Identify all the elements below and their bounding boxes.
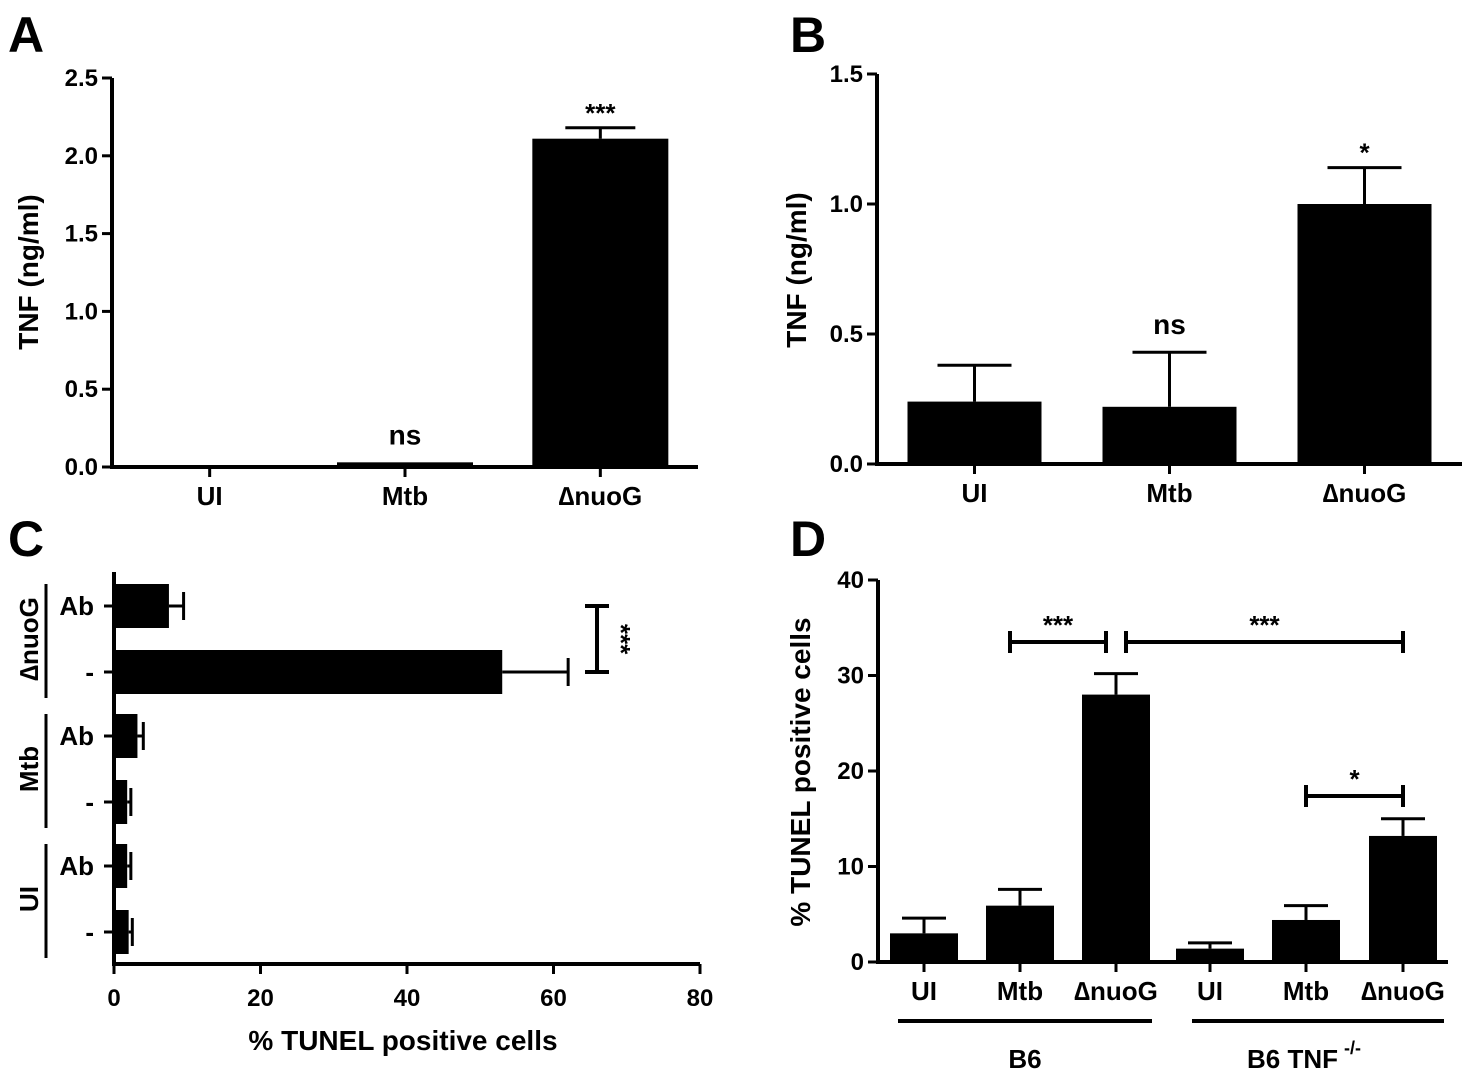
panel-b-x-tick-label: UI xyxy=(962,478,988,508)
panel-c-significance-label: *** xyxy=(606,624,636,655)
panel-a-y-tick-label: 2.0 xyxy=(65,143,98,170)
panel-c-x-tick-label: 0 xyxy=(107,985,120,1012)
panel-b-y-tick-label: 0.0 xyxy=(830,451,863,478)
panel-a-x-tick-label: Mtb xyxy=(382,481,428,511)
panel-d-x-tick-label: UI xyxy=(1197,976,1223,1006)
panel-c-chart: C % TUNEL positive cells 0 20 40 60 80 ∆nuoG A… xyxy=(8,511,713,1056)
panel-d-significance-label: * xyxy=(1349,764,1360,794)
panel-b-bar xyxy=(907,401,1042,464)
panel-c-bar xyxy=(114,844,128,888)
panel-b-letter: B xyxy=(790,7,826,63)
panel-d-x-tick-label: ∆nuoG xyxy=(1074,976,1158,1006)
panel-d-bar xyxy=(1082,694,1150,962)
panel-b-significance-label: * xyxy=(1359,138,1370,168)
panel-d-y-tick-label: 10 xyxy=(837,854,864,881)
panel-a-bar xyxy=(337,462,473,467)
panel-d-x-tick-label: UI xyxy=(911,976,937,1006)
panel-a-letter: A xyxy=(8,7,44,63)
panel-c-row-label: Ab xyxy=(59,721,94,751)
panel-b-bar xyxy=(1102,406,1237,464)
panel-c-group-label: ∆nuoG xyxy=(14,597,44,681)
panel-c-bar xyxy=(114,650,503,694)
panel-b-bar xyxy=(1297,204,1432,464)
panel-d-bar xyxy=(1369,835,1437,962)
panel-c-row-label: Ab xyxy=(59,591,94,621)
panel-c-bar xyxy=(114,714,138,758)
panel-c-x-tick-label: 40 xyxy=(394,985,421,1012)
panel-d-y-tick-label: 20 xyxy=(837,758,864,785)
panel-a-significance-label: ns xyxy=(389,419,422,450)
panel-c-x-tick-label: 60 xyxy=(540,985,567,1012)
panel-a-x-tick-label: UI xyxy=(197,481,223,511)
panel-d-y-axis-title: % TUNEL positive cells xyxy=(785,617,816,926)
panel-c-row-label: Ab xyxy=(59,851,94,881)
panel-b-y-tick-label: 0.5 xyxy=(830,321,863,348)
panel-a-chart: A TNF (ng/ml) 0.0 0.5 1.0 1.5 2.0 2.5 UI Mtb ns ∆… xyxy=(8,7,698,511)
panel-d-bar xyxy=(890,933,958,962)
panel-c-bar xyxy=(114,584,169,628)
panel-b-significance-label: ns xyxy=(1153,309,1186,340)
panel-b-y-tick-label: 1.5 xyxy=(830,61,863,88)
panel-d-x-tick-label: Mtb xyxy=(1283,976,1329,1006)
panel-a-x-tick-label: ∆nuoG xyxy=(558,481,642,511)
panel-d-chart: D % TUNEL positive cells 0 10 20 30 40 UI Mtb ∆… xyxy=(785,511,1448,1074)
panel-b-chart: B TNF (ng/ml) 0.0 0.5 1.0 1.5 UI Mtb ns ∆nuoG * xyxy=(781,7,1462,508)
panel-c-bar xyxy=(114,780,128,824)
panel-d-bar xyxy=(1272,919,1340,962)
panel-b-x-tick-label: Mtb xyxy=(1146,478,1192,508)
panel-a-y-tick-label: 1.0 xyxy=(65,298,98,325)
panel-b-y-tick-label: 1.0 xyxy=(830,191,863,218)
panel-d-x-tick-label: Mtb xyxy=(997,976,1043,1006)
panel-a-y-axis-title: TNF (ng/ml) xyxy=(13,194,44,350)
panel-d-bar xyxy=(1176,948,1244,962)
panel-d-significance-label: *** xyxy=(1043,610,1074,640)
panel-c-row-label: - xyxy=(85,787,94,817)
panel-d-y-tick-label: 30 xyxy=(837,663,864,690)
panel-a-y-tick-label: 0.5 xyxy=(65,376,98,403)
panel-d-x-tick-label: ∆nuoG xyxy=(1361,976,1445,1006)
panel-b-x-tick-label: ∆nuoG xyxy=(1323,478,1407,508)
panel-c-bar xyxy=(114,910,129,954)
panel-c-group-label: UI xyxy=(14,886,44,912)
panel-d-group-label: B6 TNF -/- xyxy=(1247,1038,1361,1074)
panel-d-group-label: B6 xyxy=(1008,1044,1041,1074)
panel-c-x-tick-label: 80 xyxy=(687,985,714,1012)
panel-c-x-axis-title: % TUNEL positive cells xyxy=(248,1025,557,1056)
panel-c-row-label: - xyxy=(85,917,94,947)
panel-a-bar xyxy=(532,138,669,467)
panel-d-letter: D xyxy=(790,511,826,567)
panel-a-y-tick-label: 2.5 xyxy=(65,65,98,92)
panel-d-bar xyxy=(986,905,1054,962)
panel-c-letter: C xyxy=(8,511,44,567)
panel-a-y-tick-label: 0.0 xyxy=(65,454,98,481)
panel-c-row-label: - xyxy=(85,657,94,687)
panel-c-group-label: Mtb xyxy=(14,746,44,792)
panel-a-significance-label: *** xyxy=(585,98,616,128)
panel-c-x-tick-label: 20 xyxy=(247,985,274,1012)
panel-a-y-tick-label: 1.5 xyxy=(65,221,98,248)
panel-d-y-tick-label: 40 xyxy=(837,567,864,594)
panel-d-significance-label: *** xyxy=(1249,610,1280,640)
panel-d-group-superscript: -/- xyxy=(1344,1038,1361,1058)
panel-b-y-axis-title: TNF (ng/ml) xyxy=(781,192,812,348)
panel-d-y-tick-label: 0 xyxy=(851,949,864,976)
